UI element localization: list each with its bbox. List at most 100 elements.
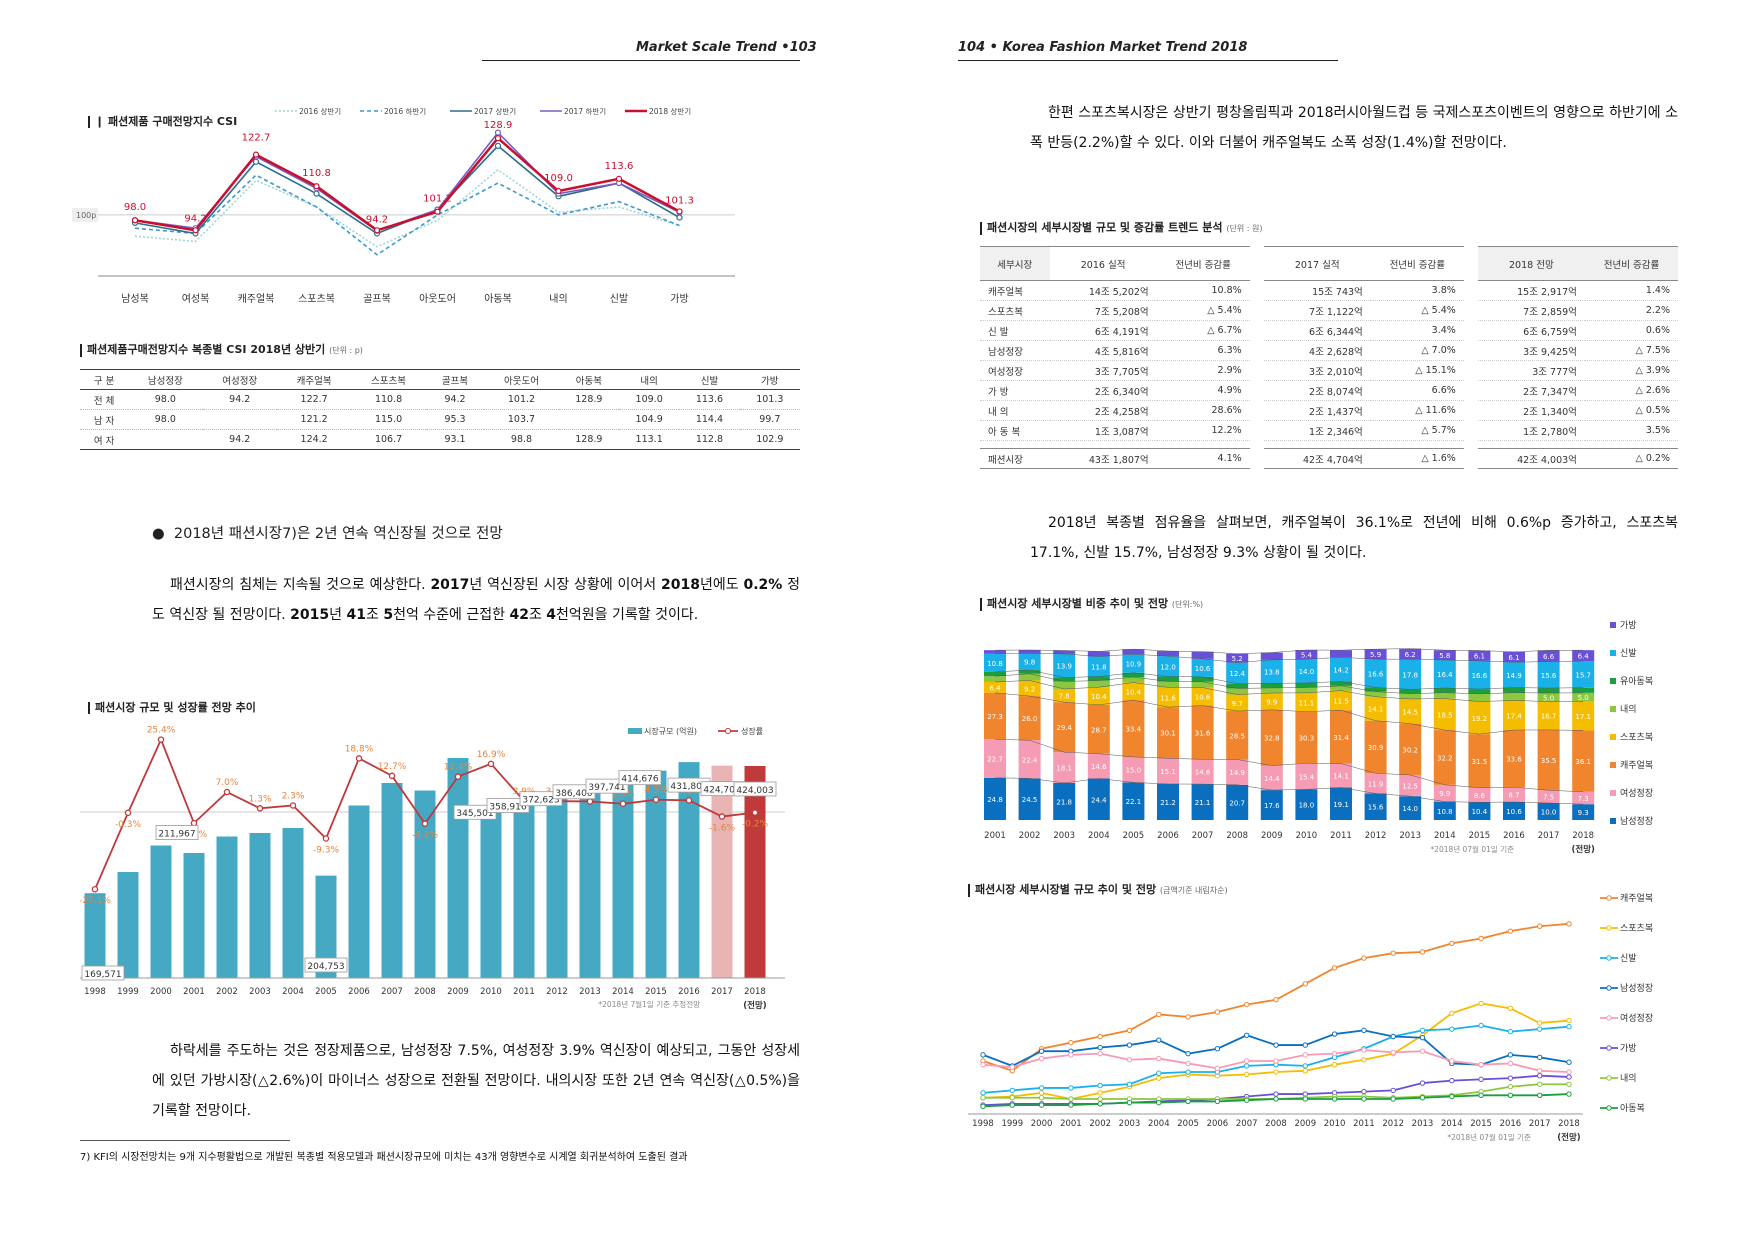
stack-segment xyxy=(1433,801,1456,820)
legend-swatch-point xyxy=(1606,925,1612,931)
segment-label: 14.6 xyxy=(1091,763,1107,771)
segment-label: 15.1 xyxy=(1160,768,1176,776)
stack-segment xyxy=(1260,683,1283,688)
legend-label: 가방 xyxy=(1620,1043,1637,1054)
stack-segment xyxy=(1122,672,1145,678)
year-label: 2002 xyxy=(216,987,238,997)
chart-note: *2018년 07월 01일 기준 xyxy=(1430,844,1514,854)
stack-segment xyxy=(1018,680,1041,697)
size-label: 211,967 xyxy=(158,830,195,840)
growth-label: -27.1% xyxy=(80,896,111,906)
table-cell: 2조 1,340억 xyxy=(1477,400,1585,421)
size-label-box xyxy=(618,770,662,786)
year-label: 2014 xyxy=(612,987,634,997)
segment-label: 14.5 xyxy=(1402,708,1418,716)
year-label: 2005 xyxy=(1123,831,1145,841)
stack-segment xyxy=(1122,682,1145,701)
stack-segment xyxy=(1433,687,1456,693)
table-cell: 115.0 xyxy=(351,409,426,430)
table-cell: 98.0 xyxy=(128,409,203,430)
legend-label: 스포츠복 xyxy=(1620,923,1653,934)
spacer-cell xyxy=(980,440,1050,449)
stack-segment xyxy=(1018,696,1041,741)
data-point xyxy=(1419,1035,1426,1041)
segment-label: 16.6 xyxy=(1368,670,1384,678)
stack-segment xyxy=(1295,682,1318,688)
size-label: 345,501 xyxy=(456,809,493,819)
legend-label: 신발 xyxy=(1620,648,1637,659)
segment-label: 8.7 xyxy=(1508,792,1519,800)
stack-segment xyxy=(1572,692,1595,702)
table-cell xyxy=(202,409,277,430)
segment-table-title: 패션시장의 세부시장별 규모 및 증감률 트렌드 분석 (단위 : 원) xyxy=(980,222,1262,235)
data-point xyxy=(1537,1068,1543,1074)
growth-label: 12.4% xyxy=(444,763,473,773)
stack-segment xyxy=(1053,677,1076,682)
bar xyxy=(117,872,139,978)
segment-label: 26.0 xyxy=(1022,715,1038,723)
data-point xyxy=(1244,1058,1250,1064)
stack-segment xyxy=(1053,752,1076,783)
stack-segment xyxy=(1226,784,1249,820)
growth-point xyxy=(751,809,759,816)
stack-segment xyxy=(1053,650,1076,654)
year-label: 2009 xyxy=(1294,1119,1316,1129)
growth-point xyxy=(652,796,660,803)
stack-segment xyxy=(1157,676,1179,682)
growth-label: -0.2% xyxy=(742,820,769,830)
stack-segment xyxy=(1053,688,1076,703)
year-label: 2006 xyxy=(348,987,370,997)
table-cell: 102.9 xyxy=(739,429,800,450)
stack-segment xyxy=(1260,765,1283,791)
growth-label: 1.3% xyxy=(249,794,272,804)
bar xyxy=(744,765,766,978)
data-point xyxy=(1537,1026,1543,1032)
table-cell: 2조 8,074억 xyxy=(1263,380,1371,401)
segment-label: 6.4 xyxy=(1578,653,1590,661)
stack-segment xyxy=(1468,689,1491,694)
data-point xyxy=(1156,1099,1162,1106)
table-cell: 1조 3,087억 xyxy=(1049,420,1157,441)
data-label: 122.7 xyxy=(242,133,271,144)
column-gap xyxy=(1250,449,1264,469)
size-label: 397,741 xyxy=(588,783,625,793)
year-label: 2003 xyxy=(1119,1119,1141,1129)
baseline-tag xyxy=(72,207,98,222)
growth-point xyxy=(718,813,726,820)
stack-segment xyxy=(1018,653,1041,671)
stack-segment xyxy=(1503,700,1525,731)
year-label: 2018 xyxy=(744,987,766,997)
bullet-heading: ● 2018년 패션시장7)은 2년 연속 역신장될 것으로 전망 xyxy=(152,526,503,542)
table-cell: △ 7.5% xyxy=(1584,340,1678,361)
year-label: 2001 xyxy=(984,831,1006,841)
data-point xyxy=(1390,1096,1396,1102)
table-cell: 아 동 복 xyxy=(980,420,1050,441)
left-header-rule xyxy=(482,60,800,61)
column-gap xyxy=(1249,246,1264,281)
table-cell: 여성정장 xyxy=(980,360,1050,381)
table-cell: 43조 1,807억 xyxy=(1049,448,1157,469)
size-label: 372,623 xyxy=(522,796,559,806)
data-point xyxy=(1566,1081,1572,1087)
stack-connector xyxy=(994,653,1584,663)
stack-segment xyxy=(1330,685,1352,691)
csi-table-header: 아웃도어 xyxy=(484,369,559,390)
stack-segment xyxy=(1191,651,1214,659)
year-label: 2004 xyxy=(1148,1119,1170,1129)
legend-swatch xyxy=(1610,678,1616,684)
segment-label: 24.8 xyxy=(987,796,1003,804)
legend-swatch-point xyxy=(1606,1105,1612,1111)
year-label: 1999 xyxy=(117,987,139,997)
segment-label: 31.4 xyxy=(1333,734,1349,742)
stack-segment xyxy=(1399,723,1422,775)
segment-table: 세부시장 2016 실적 전년비 증감률 2017 실적 전년비 증감률 2018 전망 전… xyxy=(980,246,1678,469)
year-label: 2014 xyxy=(1441,1119,1463,1129)
growth-point xyxy=(421,820,429,827)
stack-segment xyxy=(1537,729,1560,791)
segment-label: 17.6 xyxy=(1264,802,1280,810)
data-point xyxy=(1126,1081,1133,1087)
size-label: 424,003 xyxy=(736,786,773,796)
csi-line-chart: 100p 2016 상반기 2016 하반기 2017 상반기 2017 하반기 2018… xyxy=(72,108,735,305)
segment-label: 9.3 xyxy=(1578,809,1589,817)
data-point xyxy=(252,158,260,165)
